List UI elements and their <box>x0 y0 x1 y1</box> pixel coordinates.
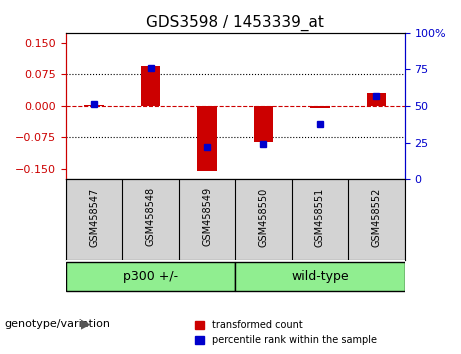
Title: GDS3598 / 1453339_at: GDS3598 / 1453339_at <box>146 15 324 31</box>
FancyBboxPatch shape <box>66 262 235 291</box>
Text: GSM458550: GSM458550 <box>259 187 268 247</box>
Text: GSM458548: GSM458548 <box>146 187 155 246</box>
Text: ▶: ▶ <box>81 318 90 330</box>
Text: genotype/variation: genotype/variation <box>5 319 111 329</box>
Text: GSM458547: GSM458547 <box>89 187 99 247</box>
Legend: transformed count, percentile rank within the sample: transformed count, percentile rank withi… <box>191 316 381 349</box>
Bar <box>366 93 386 106</box>
Text: GSM458551: GSM458551 <box>315 187 325 247</box>
Bar <box>254 106 273 142</box>
Text: p300 +/-: p300 +/- <box>123 270 178 283</box>
FancyBboxPatch shape <box>235 262 405 291</box>
Bar <box>197 106 217 171</box>
Bar <box>310 106 330 108</box>
Bar <box>84 105 104 106</box>
Text: GSM458549: GSM458549 <box>202 187 212 246</box>
Text: GSM458552: GSM458552 <box>372 187 381 247</box>
Text: wild-type: wild-type <box>291 270 349 283</box>
Bar <box>141 66 160 106</box>
